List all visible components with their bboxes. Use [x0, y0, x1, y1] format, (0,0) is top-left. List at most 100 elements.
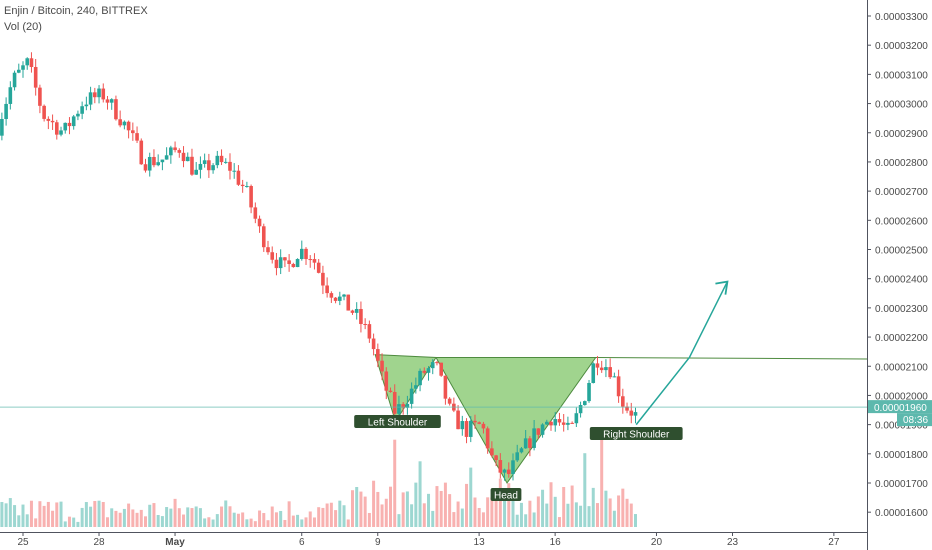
volume-bar — [114, 510, 118, 527]
candle-body — [316, 262, 321, 273]
volume-bar — [194, 506, 198, 527]
volume-bar — [338, 500, 342, 527]
price-tick-label: 0.00002500 — [875, 246, 928, 257]
volume-bar — [89, 506, 93, 527]
volume-bar — [355, 486, 359, 527]
volume-bar — [460, 508, 464, 527]
candle-body — [84, 104, 89, 107]
candle-body — [12, 72, 17, 88]
volume-bar — [38, 501, 42, 527]
volume-bar — [562, 486, 566, 527]
volume-bar — [291, 515, 295, 527]
candle-body — [532, 428, 536, 448]
candle-body — [460, 421, 465, 430]
volume-bar — [67, 516, 71, 527]
candle-body — [54, 122, 59, 135]
price-tick-label: 0.00001800 — [875, 450, 928, 461]
candle-body — [435, 362, 439, 364]
volume-bar — [224, 500, 228, 527]
volume-bar — [122, 508, 126, 527]
candle-body — [59, 130, 63, 135]
volume-bar — [439, 490, 443, 527]
candle-body — [71, 116, 76, 127]
candle-body — [76, 113, 80, 117]
volume-bar — [452, 512, 456, 527]
candle-body — [477, 422, 482, 424]
candle-body — [88, 92, 93, 105]
time-tick-label: 20 — [651, 537, 663, 548]
candle-body — [207, 160, 211, 171]
candle-body — [587, 382, 591, 402]
volume-bar — [270, 506, 274, 527]
volume-bar — [566, 503, 570, 527]
price-tick-label: 0.00002000 — [875, 391, 928, 402]
volume-bar — [465, 483, 469, 527]
volume-bar — [8, 498, 12, 527]
volume-bar — [97, 500, 101, 527]
price-tick-label: 0.00002700 — [875, 187, 928, 198]
candle-body — [426, 368, 431, 373]
candle-body — [160, 159, 165, 163]
volume-bar — [363, 496, 367, 527]
volume-bar — [21, 504, 25, 527]
candle-body — [519, 448, 524, 453]
candle-body — [164, 155, 169, 160]
candle-body — [143, 164, 148, 171]
volume-bar — [84, 502, 88, 527]
time-tick-label: 9 — [375, 537, 381, 548]
candle-body — [574, 413, 579, 424]
volume-bar — [401, 492, 405, 527]
price-tick-label: 0.00002300 — [875, 304, 928, 315]
candle-body — [215, 155, 220, 166]
price-tick-label: 0.00001900 — [875, 421, 928, 432]
volume-bar — [456, 501, 460, 527]
current-price-label: 0.00001960 — [874, 403, 927, 414]
time-tick-label: 27 — [828, 537, 840, 548]
candle-body — [430, 362, 435, 369]
candle-body — [561, 422, 566, 425]
volume-bar — [228, 506, 232, 527]
volume-bar — [384, 498, 388, 527]
candle-body — [21, 65, 25, 70]
candle-body — [494, 455, 498, 461]
candle-body — [135, 133, 139, 141]
volume-bar — [629, 503, 633, 527]
candle-body — [25, 58, 30, 66]
candlestick-series — [0, 52, 638, 481]
candle-body — [8, 87, 13, 104]
candle-body — [409, 388, 414, 404]
candle-body — [401, 404, 405, 408]
candle-body — [266, 247, 270, 253]
time-tick-label: 16 — [550, 537, 562, 548]
candle-body — [583, 401, 587, 406]
candle-body — [33, 66, 38, 88]
volume-bar — [165, 507, 169, 527]
volume-bar — [608, 498, 612, 527]
volume-bars — [0, 439, 637, 527]
volume-bar — [245, 519, 249, 527]
candle-body — [629, 410, 634, 416]
candle-body — [599, 367, 604, 371]
candle-body — [283, 257, 287, 261]
volume-bar — [532, 512, 536, 527]
volume-bar — [198, 508, 202, 527]
volume-bar — [524, 514, 528, 527]
volume-bar — [42, 505, 46, 527]
left-shoulder-label: Left Shoulder — [368, 418, 428, 429]
candle-body — [240, 184, 245, 187]
volume-bar — [388, 486, 392, 527]
volume-bar — [131, 509, 135, 527]
candle-body — [633, 412, 638, 416]
candle-body — [46, 118, 51, 121]
candle-body — [359, 308, 363, 325]
candle-body — [304, 248, 308, 260]
candle-body — [16, 69, 21, 73]
candle-body — [338, 296, 342, 301]
right-shoulder-label: Right Shoulder — [603, 430, 670, 441]
time-tick-label: 23 — [727, 537, 739, 548]
right-shoulder-label-box — [589, 427, 683, 440]
candle-body — [371, 338, 376, 350]
bar-countdown-label: 08:36 — [903, 415, 928, 426]
volume-bar — [410, 504, 414, 527]
